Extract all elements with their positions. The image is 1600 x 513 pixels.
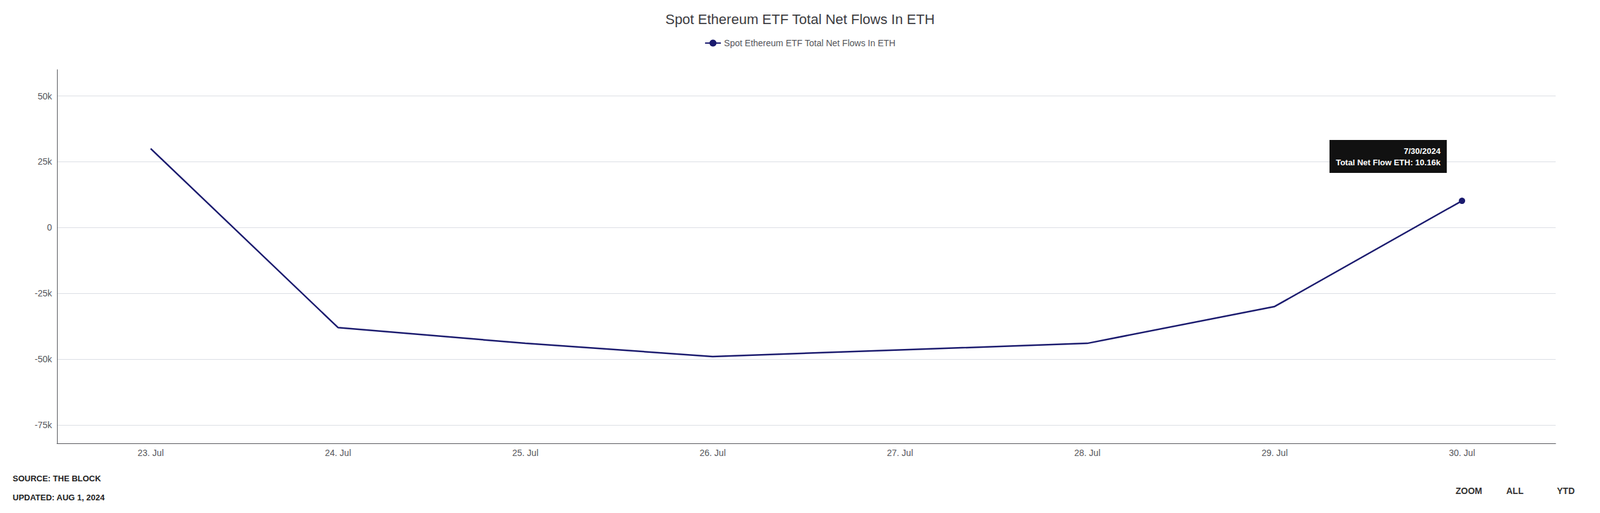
- svg-text:23. Jul: 23. Jul: [137, 447, 164, 458]
- svg-text:Total Net Flow ETH: 10.16k: Total Net Flow ETH: 10.16k: [1335, 157, 1442, 168]
- svg-text:-50k: -50k: [34, 354, 53, 365]
- svg-text:28. Jul: 28. Jul: [1074, 447, 1101, 458]
- svg-text:ZOOM: ZOOM: [1455, 485, 1483, 496]
- svg-text:-75k: -75k: [34, 419, 53, 431]
- svg-text:0: 0: [46, 222, 52, 233]
- svg-text:ALL: ALL: [1506, 485, 1524, 496]
- svg-text:29. Jul: 29. Jul: [1261, 447, 1288, 458]
- svg-text:26. Jul: 26. Jul: [699, 447, 726, 458]
- svg-text:27. Jul: 27. Jul: [886, 447, 913, 458]
- svg-text:Spot Ethereum ETF Total Net Fl: Spot Ethereum ETF Total Net Flows In ETH: [723, 38, 896, 49]
- svg-text:24. Jul: 24. Jul: [324, 447, 351, 458]
- svg-text:7/30/2024: 7/30/2024: [1403, 146, 1442, 156]
- svg-text:Spot Ethereum ETF Total Net Fl: Spot Ethereum ETF Total Net Flows In ETH: [665, 11, 935, 28]
- svg-text:UPDATED: AUG 1, 2024: UPDATED: AUG 1, 2024: [12, 492, 106, 503]
- svg-text:50k: 50k: [37, 91, 53, 102]
- svg-text:-25k: -25k: [34, 288, 53, 299]
- svg-text:SOURCE: THE BLOCK: SOURCE: THE BLOCK: [12, 473, 102, 484]
- svg-text:25. Jul: 25. Jul: [512, 447, 539, 458]
- svg-text:YTD: YTD: [1556, 485, 1575, 496]
- svg-text:25k: 25k: [37, 156, 53, 167]
- svg-text:30. Jul: 30. Jul: [1449, 447, 1476, 458]
